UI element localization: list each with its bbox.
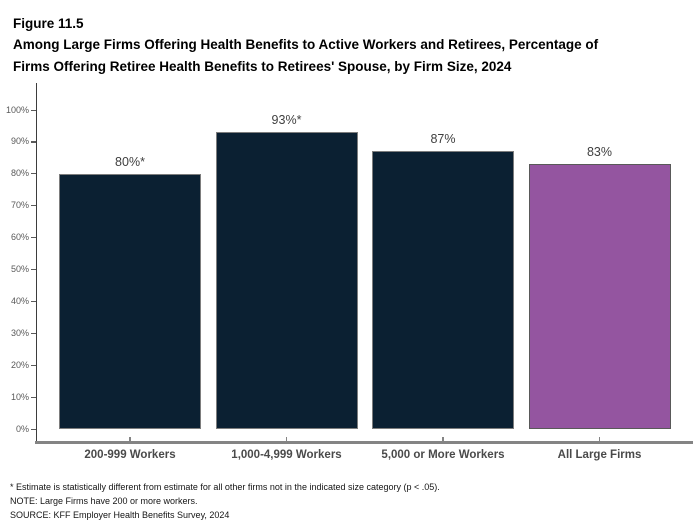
y-axis-tick-label: 70%: [10, 200, 29, 211]
y-axis-tick: [31, 428, 36, 430]
chart-header: Figure 11.5 Among Large Firms Offering H…: [13, 13, 685, 77]
y-axis-tick: [31, 396, 36, 398]
y-axis-tick: [31, 269, 36, 271]
x-axis-tick: [129, 437, 131, 441]
footnote-source: SOURCE: KFF Employer Health Benefits Sur…: [10, 510, 230, 520]
y-axis-tick-label: 10%: [10, 391, 29, 402]
y-axis-tick-label: 90%: [10, 136, 29, 147]
bar-5-000-or-more-workers: [372, 151, 514, 429]
y-axis-tick: [31, 141, 36, 143]
y-axis-tick: [31, 109, 36, 111]
category-label-1-000-4-999-workers: 1,000-4,999 Workers: [231, 449, 342, 461]
bar-1-000-4-999-workers: [215, 132, 358, 429]
x-axis-tick: [285, 437, 288, 441]
x-axis-line: [35, 441, 693, 444]
y-axis-tick-label: 80%: [10, 168, 29, 179]
bar-200-999-workers: [59, 173, 201, 429]
chart-title-line-1: Among Large Firms Offering Health Benefi…: [13, 37, 599, 52]
y-axis-tick: [31, 364, 36, 366]
y-axis-tick-label: 50%: [10, 264, 29, 274]
bar-value-label-all-large-firms: 83%: [586, 145, 613, 160]
y-axis-tick-label: 20%: [10, 359, 29, 370]
y-axis-tick: [31, 332, 36, 334]
y-axis-line: [35, 83, 37, 443]
footnotes: * Estimate is statistically different fr…: [10, 480, 690, 522]
bar-value-label-1-000-4-999-workers: 93%*: [271, 113, 302, 128]
footnote-note: NOTE: Large Firms have 200 or more worke…: [10, 496, 198, 506]
bar-value-label-200-999-workers: 80%*: [115, 154, 145, 169]
x-axis-tick: [442, 437, 444, 441]
x-axis-tick: [598, 437, 601, 441]
y-axis-tick: [31, 300, 36, 303]
category-label-200-999-workers: 200-999 Workers: [84, 449, 176, 461]
bar-value-label-5-000-or-more-workers: 87%: [430, 132, 456, 147]
y-axis-tick: [31, 237, 36, 239]
footnote-significance: * Estimate is statistically different fr…: [10, 482, 440, 492]
y-axis-tick: [31, 205, 36, 207]
category-label-5-000-or-more-workers: 5,000 or More Workers: [381, 449, 505, 461]
y-axis-tick-label: 30%: [10, 327, 29, 338]
y-axis-tick-label: 60%: [10, 232, 29, 243]
chart-title-line-2: Firms Offering Retiree Health Benefits t…: [13, 58, 512, 74]
y-axis-tick-label: 40%: [10, 295, 29, 306]
category-label-all-large-firms: All Large Firms: [557, 449, 642, 461]
y-axis-tick-label: 100%: [5, 104, 29, 115]
figure-number: Figure 11.5: [13, 16, 84, 31]
y-axis-tick: [31, 173, 36, 175]
y-axis-tick-label: 0%: [15, 423, 29, 434]
bar-all-large-firms: [528, 164, 671, 429]
